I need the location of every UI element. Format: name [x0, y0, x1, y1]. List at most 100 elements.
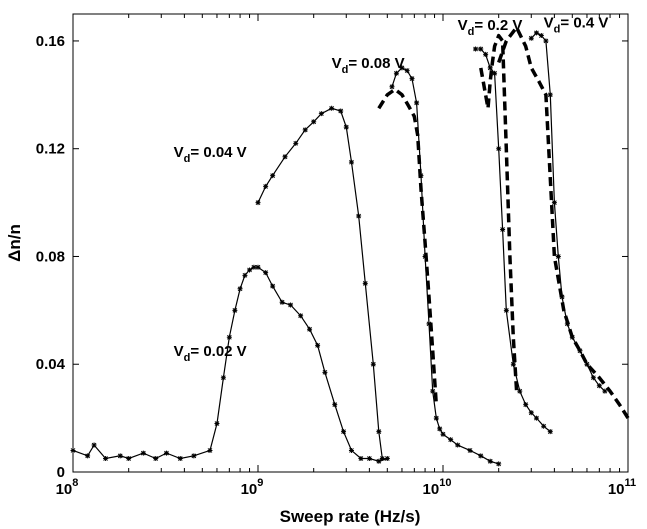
y-tick-label: 0 — [57, 464, 65, 481]
data-point — [555, 253, 561, 259]
data-point — [214, 421, 220, 427]
data-point — [487, 65, 493, 71]
y-tick-label: 0.12 — [36, 141, 65, 158]
data-point — [237, 286, 243, 292]
series-3 — [389, 65, 502, 467]
data-point — [414, 100, 420, 106]
data-point — [307, 326, 313, 332]
data-point — [282, 154, 288, 160]
data-point — [220, 375, 226, 381]
data-point — [318, 111, 324, 117]
data-point — [399, 65, 405, 71]
data-point — [379, 456, 385, 462]
data-point — [348, 159, 354, 165]
x-axis-label: Sweep rate (Hz/s) — [280, 507, 421, 526]
data-point — [430, 388, 436, 394]
data-point — [332, 402, 338, 408]
data-point — [232, 307, 238, 313]
data-point — [279, 299, 285, 305]
data-point — [251, 264, 257, 270]
data-point — [315, 342, 321, 348]
x-tick-label: 109 — [241, 477, 264, 498]
series-line — [391, 67, 499, 465]
data-point — [602, 388, 608, 394]
data-point — [448, 437, 454, 443]
y-axis-label: Δn/n — [5, 224, 24, 262]
data-point — [590, 375, 596, 381]
data-point — [366, 456, 372, 462]
data-point — [584, 361, 590, 367]
data-point — [533, 30, 539, 36]
data-point — [362, 280, 368, 286]
data-point — [389, 84, 395, 90]
data-point — [404, 68, 410, 74]
data-point — [117, 453, 123, 459]
data-point — [322, 369, 328, 375]
data-point — [433, 415, 439, 421]
series-annotation: Vd= 0.04 V — [174, 144, 247, 165]
data-point — [263, 270, 269, 276]
data-point — [551, 200, 557, 206]
series-annotation: Vd= 0.4 V — [544, 14, 609, 35]
data-point — [370, 361, 376, 367]
data-point — [517, 388, 523, 394]
data-point — [487, 458, 493, 464]
series-annotation: Vd= 0.08 V — [332, 55, 405, 76]
data-point — [226, 334, 232, 340]
data-point — [298, 313, 304, 319]
x-tick-label: 1011 — [608, 477, 636, 498]
data-point — [103, 456, 109, 462]
data-point — [510, 361, 516, 367]
data-point — [496, 146, 502, 152]
data-point — [343, 124, 349, 130]
data-point — [140, 450, 146, 456]
data-point — [478, 453, 484, 459]
data-point — [483, 51, 489, 57]
series-6 — [479, 33, 519, 392]
series-4 — [377, 87, 439, 405]
data-point — [577, 348, 583, 354]
series-annotation: Vd= 0.02 V — [174, 343, 247, 364]
y-tick-label: 0.04 — [36, 356, 66, 373]
data-point — [538, 33, 544, 39]
data-point — [541, 423, 547, 429]
data-point — [467, 447, 473, 453]
series-2 — [255, 105, 385, 462]
data-point — [293, 140, 299, 146]
data-point — [393, 70, 399, 76]
plot-frame — [72, 13, 629, 473]
series-line-dashed — [497, 25, 630, 420]
data-point — [356, 213, 362, 219]
data-point — [358, 456, 364, 462]
y-tick-label: 0.16 — [36, 33, 65, 50]
data-point — [473, 46, 479, 52]
data-point — [547, 429, 553, 435]
data-point — [270, 173, 276, 179]
series-line-dashed — [377, 87, 439, 405]
data-point — [437, 426, 443, 432]
data-point — [528, 35, 534, 41]
data-point — [153, 456, 159, 462]
data-point — [440, 431, 446, 437]
data-point — [255, 200, 261, 206]
series-layer — [70, 25, 630, 467]
data-point — [302, 127, 308, 133]
data-point — [70, 447, 76, 453]
data-point — [376, 429, 382, 435]
data-point — [263, 183, 269, 189]
ticks-layer: 0 0.04 0.08 0.12 0.16 108 109 1010 1011 — [36, 14, 636, 498]
x-tick-label: 1010 — [423, 477, 452, 498]
data-point — [288, 302, 294, 308]
data-point — [543, 38, 549, 44]
data-point — [329, 105, 335, 111]
data-point — [384, 456, 390, 462]
data-point — [376, 458, 382, 464]
data-point — [523, 402, 529, 408]
annotations-layer: Vd= 0.02 V Vd= 0.04 V Vd= 0.08 V Vd= 0.2 V V… — [174, 14, 609, 364]
x-tick-label: 108 — [56, 477, 79, 498]
data-point — [496, 461, 502, 467]
data-point — [455, 442, 461, 448]
data-point — [91, 442, 97, 448]
data-point — [177, 456, 183, 462]
